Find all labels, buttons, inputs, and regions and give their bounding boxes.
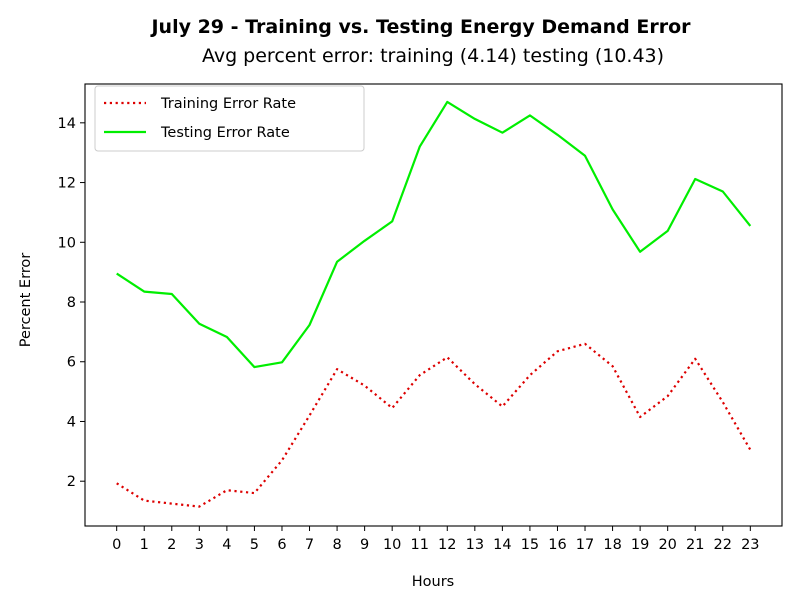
x-axis-label: Hours: [412, 574, 454, 590]
x-tick-label: 2: [167, 537, 176, 553]
plot-frame: [84, 83, 783, 527]
legend-box: [94, 85, 365, 152]
x-tick-label: 18: [603, 537, 621, 553]
x-tick-label: 11: [410, 537, 428, 553]
chart-title: July 29 - Training vs. Testing Energy De…: [149, 16, 691, 38]
x-tick-label: 13: [466, 537, 484, 553]
x-tick-label: 17: [576, 537, 594, 553]
legend-label-1: Training Error Rate: [160, 96, 296, 112]
x-tick-label: 1: [140, 537, 149, 553]
y-tick-label: 10: [58, 235, 76, 251]
legend-label-2: Testing Error Rate: [160, 125, 290, 141]
y-tick-label: 4: [67, 414, 76, 430]
y-tick-label: 12: [58, 176, 76, 192]
legend: Training Error Rate Testing Error Rate: [94, 85, 365, 152]
series-line-2: [116, 100, 752, 369]
x-tick-label: 4: [222, 537, 231, 553]
x-tick-label: 0: [112, 537, 121, 553]
x-tick-label: 9: [360, 537, 369, 553]
x-tick-label: 8: [332, 537, 341, 553]
x-tick-label: 22: [714, 537, 732, 553]
x-tick-label: 19: [631, 537, 649, 553]
x-tick-label: 7: [305, 537, 314, 553]
y-axis-label: Percent Error: [18, 253, 34, 348]
x-tick-label: 10: [383, 537, 401, 553]
series-line-1: [116, 342, 752, 508]
y-tick-label: 6: [67, 355, 76, 371]
x-tick-label: 20: [658, 537, 676, 553]
x-tick-label: 6: [277, 537, 286, 553]
x-tick-label: 3: [195, 537, 204, 553]
chart-subtitle: Avg percent error: training (4.14) testi…: [202, 45, 664, 67]
y-tick-label: 14: [58, 116, 76, 132]
x-tick-label: 15: [521, 537, 539, 553]
x-tick-label: 12: [438, 537, 456, 553]
x-tick-label: 14: [493, 537, 511, 553]
y-tick-label: 2: [67, 474, 76, 490]
x-tick-label: 21: [686, 537, 704, 553]
x-tick-label: 16: [548, 537, 566, 553]
plot-area: 0 1 2 3 4 5 6 7 8 9 10 11 12 13 14 15 16 17 18 19 20 21 22 2324…: [58, 83, 783, 553]
y-tick-label: 8: [67, 295, 76, 311]
x-tick-label: 5: [250, 537, 259, 553]
x-tick-label: 23: [741, 537, 759, 553]
